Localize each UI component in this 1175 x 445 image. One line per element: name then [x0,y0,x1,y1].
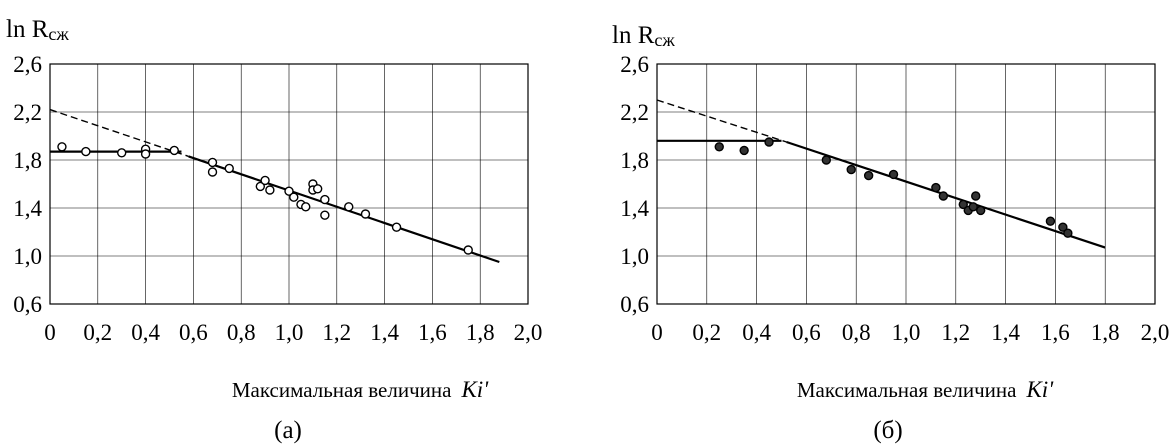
data-point [312,184,323,194]
x-tick-label: 0,8 [227,320,256,345]
x-tick-label: 2,0 [1141,320,1170,345]
panel-label: (б) [873,417,902,444]
x-tick-label: 0,2 [83,320,112,345]
data-point [888,169,899,180]
y-tick-label: 1,4 [620,196,649,221]
y-tick-label: 0,6 [13,292,42,317]
data-point [1058,222,1068,232]
y-axis-label: ln Rсж [6,16,69,44]
data-point [863,170,874,181]
data-point [265,185,275,195]
y-tick-label: 2,6 [620,52,649,77]
x-tick-label: 1,8 [466,320,495,345]
data-point [301,202,311,212]
y-tick-label: 2,2 [620,100,649,125]
y-tick-label: 1,0 [620,244,649,269]
data-point [81,146,91,157]
x-tick-label: 1,2 [322,320,351,345]
data-point [116,148,127,158]
data-point [140,149,151,159]
data-point [976,205,986,216]
x-tick-label: 0,2 [692,320,721,345]
data-point [1063,228,1073,238]
data-point [968,202,978,212]
x-axis-label: Максимальная величина Ki' [232,377,489,402]
y-tick-label: 2,6 [13,52,42,77]
data-point [255,181,266,192]
data-point [1045,216,1056,226]
x-tick-label: 1,6 [418,320,447,345]
plot-area: 0 0,2 0,4 0,6 0,8 1,0 1,2 1,4 1,6 1,8 2,0 0,6 1,0 1,4… [13,52,542,345]
data-point [971,191,981,201]
x-tick-label: 1,8 [1091,320,1120,345]
data-point [391,222,402,232]
data-point [714,142,724,152]
x-tick-label: 2,0 [514,320,543,345]
y-tick-label: 1,8 [620,148,649,173]
chart-panel-b: ln Rсж 0 0,2 0,4 0,6 0,8 1,0 1,2 1,4 1,6 1,8 2,0 0,… [612,22,1169,444]
data-point [169,145,179,156]
x-tick-label: 0 [651,320,663,345]
x-tick-label: 0,6 [179,320,208,345]
y-axis-label: ln Rсж [612,22,675,50]
chart-panel-a: ln Rсж 0 0,2 0,4 0,6 0,8 1,0 1,2 1,4 1,6 1,8 2,0 0,… [6,16,542,444]
y-tick-label: 2,2 [13,100,42,125]
data-point [463,245,473,255]
data-point [207,167,218,177]
data-point [958,199,968,210]
data-point [57,142,67,152]
x-tick-label: 0,8 [842,320,871,345]
data-point [931,182,941,193]
data-point [320,194,330,205]
x-tick-label: 0,6 [792,320,821,345]
x-tick-label: 1,6 [1041,320,1070,345]
data-point [207,157,218,168]
data-point [260,175,270,186]
extrapolation-line-dashed [49,108,189,158]
x-tick-label: 1,4 [370,320,399,345]
data-point [821,155,832,165]
x-tick-label: 1,0 [275,320,304,345]
data-point [320,210,330,220]
y-tick-label: 0,6 [620,292,649,317]
y-tick-label: 1,4 [13,196,42,221]
plot-area: 0 0,2 0,4 0,6 0,8 1,0 1,2 1,4 1,6 1,8 2,0 0,6 1,0 1,4… [620,52,1169,345]
x-axis-label: Максимальная величина Ki' [797,377,1054,402]
data-point [224,163,234,174]
data-point [938,191,949,201]
extrapolation-line-dashed [656,99,787,143]
data-point [344,202,354,212]
data-point [289,192,299,202]
data-point [284,186,294,196]
x-tick-label: 0,4 [742,320,771,345]
x-tick-label: 0 [44,320,56,345]
x-tick-label: 0,4 [131,320,160,345]
data-point [764,137,774,147]
x-tick-label: 1,0 [892,320,921,345]
data-point [360,209,371,219]
data-point [739,145,749,156]
panel-label: (а) [274,417,302,444]
y-tick-label: 1,0 [13,244,42,269]
fit-line [188,155,500,264]
x-tick-label: 1,2 [941,320,970,345]
data-point [846,164,856,175]
x-tick-label: 1,4 [991,320,1020,345]
y-tick-label: 1,8 [13,148,42,173]
